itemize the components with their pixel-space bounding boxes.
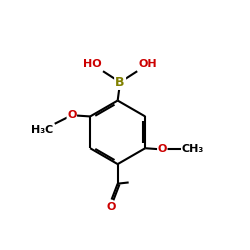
Text: OH: OH bbox=[138, 59, 157, 69]
Text: HO: HO bbox=[83, 59, 102, 69]
Text: H₃C: H₃C bbox=[31, 125, 54, 135]
Text: O: O bbox=[107, 202, 116, 212]
Text: B: B bbox=[115, 76, 125, 89]
Text: O: O bbox=[67, 110, 76, 120]
Text: O: O bbox=[158, 144, 167, 154]
Text: CH₃: CH₃ bbox=[181, 144, 204, 154]
